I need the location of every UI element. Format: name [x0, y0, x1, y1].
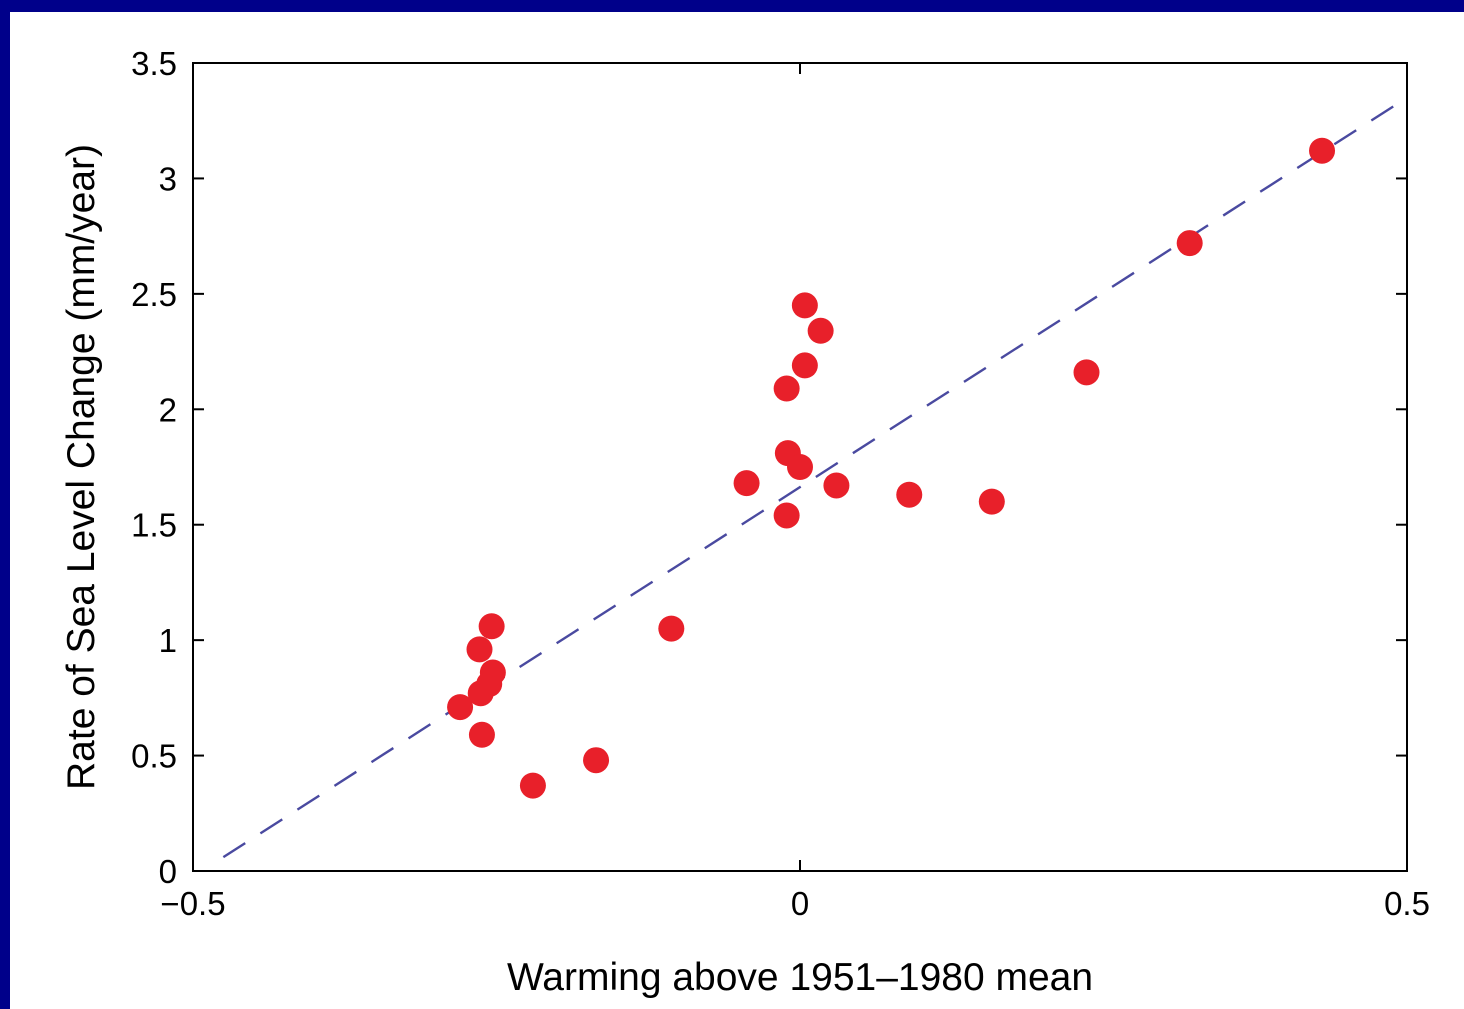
data-point — [823, 472, 850, 499]
y-tick-label: 2 — [159, 391, 177, 428]
fit-line — [222, 96, 1408, 859]
fit-line-layer — [222, 96, 1408, 859]
y-tick-label: 3.5 — [131, 45, 177, 82]
chart-frame: 0 0.5 1 1.5 2 2.5 3 3.5 −0.5 0 0.5 Warming above 1… — [10, 12, 1464, 1009]
y-tick-label: 3 — [159, 160, 177, 197]
x-tick-label: −0.5 — [160, 885, 225, 922]
y-tick-label: 2.5 — [131, 276, 177, 313]
data-point — [466, 636, 493, 663]
data-point — [1309, 137, 1336, 164]
data-point — [791, 292, 818, 319]
y-axis-label: Rate of Sea Level Change (mm/year) — [60, 144, 103, 790]
data-point — [1073, 359, 1100, 386]
data-point — [791, 352, 818, 379]
data-point — [773, 502, 800, 529]
scatter-chart: 00.511.522.533.5−0.5 0 0.5 Warming above 1… — [60, 45, 1430, 999]
data-point — [1176, 230, 1203, 257]
points-layer — [447, 137, 1336, 799]
data-point — [807, 317, 834, 344]
data-point — [896, 481, 923, 508]
data-point — [583, 747, 610, 774]
data-point — [733, 470, 760, 497]
ticks-layer: 00.511.522.533.5−0.5 0 0.5 — [131, 45, 1430, 922]
data-point — [479, 659, 506, 686]
data-point — [468, 721, 495, 748]
x-tick-label: 0 — [791, 885, 809, 922]
data-point — [467, 680, 494, 707]
data-point — [658, 615, 685, 642]
data-point — [447, 694, 474, 721]
data-point — [787, 454, 813, 480]
x-axis-label: Warming above 1951–1980 mean — [507, 956, 1093, 999]
data-point — [519, 772, 546, 799]
data-point — [478, 613, 505, 640]
data-point — [773, 375, 800, 402]
data-point — [978, 488, 1005, 515]
x-tick-label: 0.5 — [1384, 885, 1430, 922]
y-tick-label: 1.5 — [131, 507, 177, 544]
y-tick-label: 0 — [159, 853, 177, 890]
y-tick-label: 1 — [159, 622, 177, 659]
y-tick-label: 0.5 — [131, 738, 177, 775]
